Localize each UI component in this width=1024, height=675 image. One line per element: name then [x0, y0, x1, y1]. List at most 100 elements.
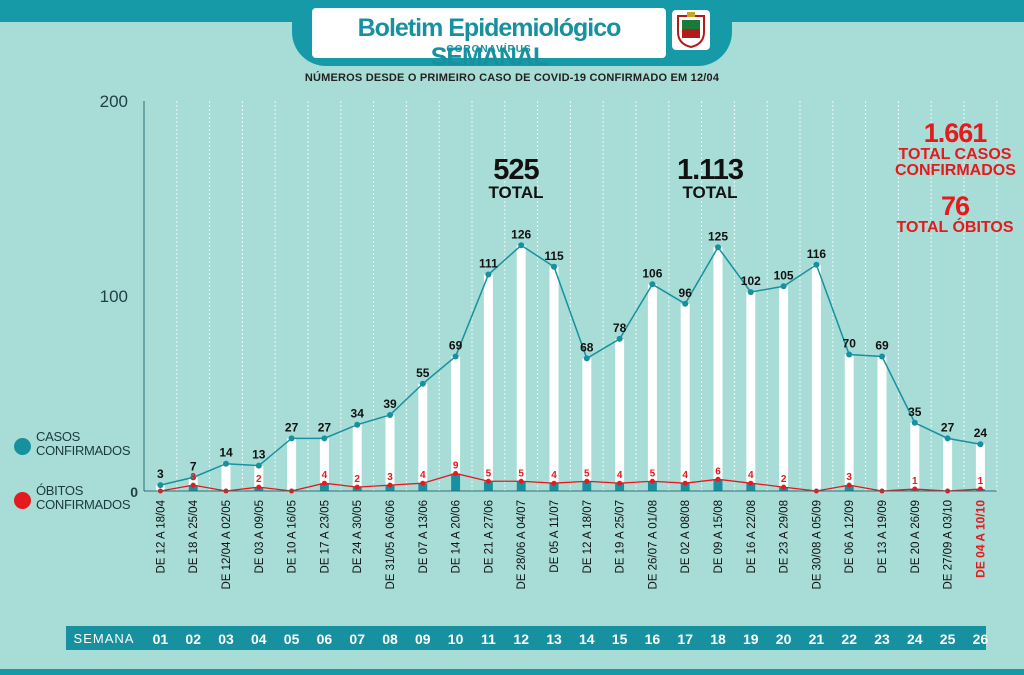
case-point [321, 435, 328, 442]
category-label: DE 07 A 13/06 [418, 500, 430, 574]
case-bar [943, 438, 953, 491]
category-label: DE 05 A 11/07 [549, 500, 561, 573]
case-bar [746, 292, 756, 491]
week-number: 21 [809, 631, 825, 647]
death-bar [451, 473, 461, 491]
category-label: DE 19 A 25/07 [615, 500, 627, 574]
death-label: 5 [584, 468, 590, 479]
death-label: 4 [420, 470, 426, 481]
case-point [879, 353, 885, 360]
death-point [781, 484, 787, 490]
case-bar [385, 414, 395, 491]
case-point [616, 335, 623, 342]
case-label: 39 [383, 397, 397, 411]
death-bar [385, 485, 395, 491]
legend-deaths-label: ÓBITOS CONFIRMADOS [36, 483, 131, 512]
case-label: 125 [708, 229, 728, 243]
y-tick-label: 200 [100, 92, 128, 111]
death-point [453, 470, 459, 476]
category-label: DE 17 A 23/05 [319, 500, 331, 574]
category-label: DE 20 A 26/09 [910, 500, 922, 574]
case-label: 68 [580, 340, 594, 354]
week-number: 25 [940, 631, 956, 647]
death-point [617, 480, 623, 486]
category-label: DE 02 A 08/08 [680, 500, 692, 574]
death-label: 2 [781, 474, 787, 485]
chart-note: NÚMEROS DESDE O PRIMEIRO CASO DE COVID-1… [304, 72, 720, 84]
death-bar [582, 481, 592, 491]
case-point [452, 353, 459, 360]
totals-panel: 1.661 TOTAL CASOS CONFIRMADOS 76 TOTAL Ó… [880, 120, 1024, 236]
week-number: 20 [776, 631, 792, 647]
case-bar [910, 422, 920, 491]
death-point [518, 478, 524, 484]
week-axis-label: SEMANA [74, 631, 135, 646]
death-label: 1 [912, 476, 918, 487]
case-label: 13 [252, 448, 266, 462]
case-label: 116 [807, 247, 827, 261]
death-point [682, 480, 688, 486]
death-point [485, 478, 491, 484]
case-label: 7 [190, 459, 197, 473]
category-label: DE 26/07 A 01/08 [647, 500, 659, 590]
category-label: DE 04 A 10/10 [973, 500, 987, 578]
case-label: 111 [479, 257, 498, 271]
case-bar [319, 438, 329, 491]
death-point [387, 482, 393, 488]
case-bar [680, 303, 690, 491]
week-number: 09 [415, 631, 431, 647]
case-point [518, 242, 525, 249]
death-label: 2 [256, 474, 262, 485]
death-label: 4 [551, 470, 557, 481]
case-label: 27 [285, 420, 299, 434]
case-label: 3 [157, 467, 164, 481]
week-number: 08 [382, 631, 398, 647]
case-bar [451, 356, 461, 491]
case-label: 105 [774, 268, 794, 282]
case-label: 69 [449, 338, 463, 352]
case-point [223, 460, 229, 467]
week-number: 10 [448, 631, 464, 647]
death-label: 9 [453, 460, 459, 471]
peak-total-1-label: TOTAL [488, 183, 544, 202]
death-bar [647, 481, 657, 491]
case-label: 78 [613, 321, 627, 335]
case-label: 96 [679, 286, 693, 300]
death-label: 2 [354, 474, 360, 485]
death-point [321, 480, 327, 486]
death-point [354, 484, 360, 490]
category-label: DE 24 A 30/05 [352, 500, 364, 574]
case-point [944, 435, 951, 442]
week-number: 15 [612, 631, 628, 647]
category-label: DE 10 A 16/05 [287, 500, 299, 574]
death-label: 3 [387, 472, 393, 483]
death-point [256, 484, 262, 490]
case-bar [582, 358, 592, 491]
case-point [682, 300, 689, 307]
municipal-crest-icon [672, 10, 710, 50]
case-point [419, 380, 426, 387]
peak-total-2-value: 1.113 [677, 154, 744, 186]
case-label: 34 [351, 407, 365, 421]
deaths-dot-icon [14, 492, 31, 509]
week-number: 26 [973, 631, 989, 647]
death-label: 3 [846, 472, 852, 483]
death-label: 4 [748, 470, 754, 481]
category-label: DE 09 A 15/08 [713, 500, 725, 574]
death-bar [418, 483, 428, 491]
week-number: 14 [579, 631, 595, 647]
case-bar [975, 444, 985, 491]
case-point [780, 283, 787, 290]
week-bar [66, 626, 986, 650]
y-tick-label: 0 [130, 484, 138, 500]
case-bar [418, 383, 428, 491]
death-bar [713, 479, 723, 491]
case-label: 69 [875, 338, 889, 352]
case-label: 70 [843, 337, 857, 351]
death-point [977, 486, 983, 492]
y-tick-label: 100 [100, 287, 128, 306]
category-label: DE 21 A 27/06 [483, 500, 495, 574]
death-point [649, 478, 655, 484]
week-number: 22 [841, 631, 857, 647]
page-title: Boletim Epidemiológico SEMANAL [357, 14, 622, 71]
